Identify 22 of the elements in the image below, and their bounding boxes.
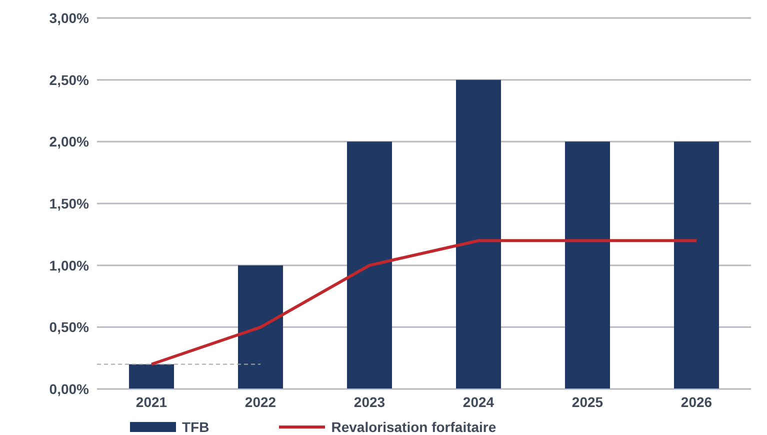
legend-label: Revalorisation forfaitaire [331,419,496,435]
bar [456,80,501,389]
x-tick-label: 2022 [244,394,276,410]
y-tick-label: 1,00% [49,257,90,274]
y-tick-label: 2,50% [49,72,90,88]
x-tick-label: 2021 [136,394,168,410]
legend-label: TFB [182,419,210,435]
bar [238,265,283,389]
line-series [150,239,698,366]
y-tick-label: 0,50% [49,319,90,336]
y-tick-label: 1,50% [49,195,90,212]
bar [674,142,719,389]
bar [347,142,392,389]
y-tick-label: 3,00% [49,10,90,26]
x-tick-label: 2023 [354,394,386,410]
x-tick-label: 2025 [572,394,604,410]
x-tick-label: 2026 [680,394,712,410]
bar [129,364,174,389]
y-tick-label: 2,00% [49,134,90,150]
bar [565,142,610,389]
x-tick-label: 2024 [462,394,494,410]
y-tick-label: 0,00% [49,380,90,397]
